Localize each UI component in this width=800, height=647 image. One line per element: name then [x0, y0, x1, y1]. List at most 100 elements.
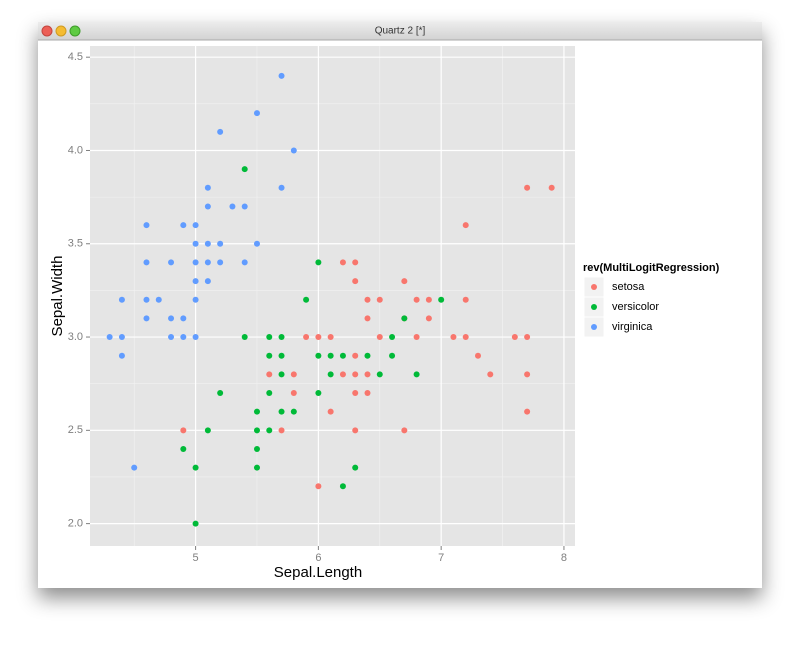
point [339, 259, 346, 266]
close-button[interactable] [41, 25, 53, 37]
point [524, 334, 531, 341]
point [376, 371, 383, 378]
point [364, 315, 371, 322]
point [204, 278, 211, 285]
point [217, 128, 224, 135]
point [192, 259, 199, 266]
legend-label: versicolor [612, 301, 659, 313]
point [192, 520, 199, 527]
x-tick-label: 7 [438, 552, 444, 564]
point [266, 427, 273, 434]
point [106, 334, 113, 341]
point [143, 296, 150, 303]
point [315, 334, 322, 341]
legend-marker [591, 304, 597, 310]
point [253, 427, 260, 434]
y-tick-label: 4.5 [68, 51, 83, 63]
point [450, 334, 457, 341]
point [327, 371, 334, 378]
point [487, 371, 494, 378]
point [253, 240, 260, 247]
point [327, 352, 334, 359]
point [217, 390, 224, 397]
point [278, 371, 285, 378]
point [389, 352, 396, 359]
point [462, 334, 469, 341]
point [475, 352, 481, 359]
point [352, 371, 359, 378]
point [180, 222, 187, 229]
point [511, 334, 518, 341]
point [352, 427, 359, 434]
point [204, 240, 211, 247]
point [389, 334, 396, 341]
point [118, 352, 125, 359]
point [192, 278, 199, 285]
point [462, 296, 469, 303]
point [253, 408, 260, 415]
point [376, 334, 383, 341]
point [192, 240, 199, 247]
y-tick-label: 4.0 [68, 144, 83, 156]
point [241, 259, 248, 266]
point [290, 390, 297, 397]
point [278, 408, 285, 415]
legend-label: setosa [612, 281, 645, 293]
point [303, 334, 310, 341]
point [401, 427, 408, 434]
point [278, 334, 285, 341]
point [364, 371, 371, 378]
window-title: Quartz 2 [*] [375, 26, 426, 37]
point [204, 259, 211, 266]
point [253, 110, 260, 117]
point [266, 334, 273, 341]
point [192, 222, 199, 229]
x-tick-label: 5 [193, 552, 199, 564]
point [180, 315, 187, 322]
legend-marker [591, 324, 597, 330]
y-tick-label: 2.5 [68, 424, 83, 436]
point [290, 371, 297, 378]
zoom-button[interactable] [69, 25, 81, 37]
point [168, 334, 175, 341]
panel [90, 46, 575, 546]
point [438, 296, 445, 303]
point [192, 334, 199, 341]
legend-title: rev(MultiLogitRegression) [583, 262, 720, 274]
point [253, 464, 260, 471]
point [524, 371, 531, 378]
point [241, 334, 248, 341]
point [266, 352, 273, 359]
point [425, 296, 432, 303]
point [143, 259, 150, 266]
point [401, 315, 408, 322]
point [180, 334, 187, 341]
point [376, 296, 383, 303]
minimize-button[interactable] [55, 25, 67, 37]
point [278, 352, 285, 359]
title-bar [38, 22, 762, 40]
point [352, 278, 359, 285]
legend-label: virginica [612, 321, 653, 333]
point [143, 315, 150, 322]
point [131, 464, 138, 471]
point [204, 203, 211, 210]
point [168, 259, 175, 266]
point [462, 222, 469, 229]
point [266, 371, 273, 378]
point [204, 427, 211, 434]
point [327, 408, 334, 415]
point [315, 483, 322, 490]
point [339, 352, 346, 359]
point [192, 464, 199, 471]
point [192, 296, 199, 303]
point [217, 240, 224, 247]
legend-marker [591, 284, 597, 290]
point [278, 427, 285, 434]
chart: Sepal.Length Sepal.Width rev(MultiLogitR… [49, 46, 720, 581]
point [290, 147, 297, 154]
point [253, 445, 260, 452]
point [339, 483, 346, 490]
